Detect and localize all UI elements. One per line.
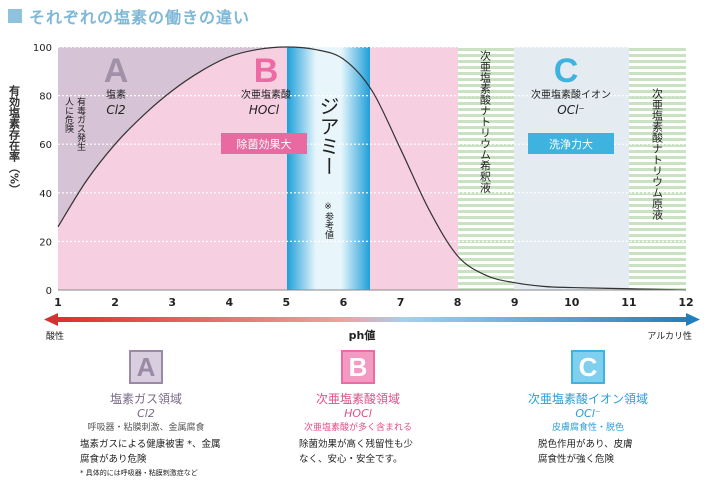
region-b-name: 次亜塩素酸 <box>241 88 291 101</box>
jiami-label: ジアミー <box>316 96 340 176</box>
x-tick-label-5: 5 <box>283 296 291 309</box>
legend-b-block: 次亜塩素酸領域 HOCl 次亜塩素酸が多く含まれる <box>258 390 458 433</box>
legend-b-body-line1: 除菌効果が高く残留性も少 <box>299 439 414 450</box>
gridlines <box>58 46 686 242</box>
region-c-name: 次亜塩素酸イオン <box>531 88 611 101</box>
y-axis-label: 有効塩素存在率（%） <box>8 84 22 195</box>
y-tick-label-100: 100 <box>33 43 52 54</box>
x-tick-label-3: 3 <box>168 296 176 309</box>
x-tick-label-11: 11 <box>621 296 636 309</box>
ph-arrow-right-head <box>686 313 700 326</box>
b-tag-box <box>221 133 307 154</box>
c-tag-box <box>528 133 614 154</box>
b-tag-text: 除菌効果大 <box>237 137 292 151</box>
legend-a-badge: A <box>129 350 163 384</box>
y-tick-label-60: 60 <box>39 140 52 151</box>
legend-c-body: 脱色作用があり、皮膚 腐食性が強く危険 <box>538 437 633 467</box>
legend-c-desc: 皮膚腐食性・脱色 <box>551 423 624 433</box>
legend-c-name: 次亜塩素酸イオン領域 <box>527 392 648 406</box>
y-tick-label-0: 0 <box>46 286 52 297</box>
region-a-name: 塩素 <box>106 88 126 101</box>
y-tick-label-40: 40 <box>39 189 52 200</box>
legend-c-block: 次亜塩素酸イオン領域 OCl⁻ 皮膚腐食性・脱色 <box>488 390 688 433</box>
stock-zone-stripes <box>629 47 686 290</box>
ph-arrow-bar <box>56 317 688 322</box>
alkaline-label: アルカリ性 <box>647 330 692 342</box>
legend-c-badge: C <box>571 350 605 384</box>
region-a-formula: Cl2 <box>106 103 125 117</box>
x-tick-label-9: 9 <box>511 296 519 309</box>
legend-b-letter: B <box>348 351 368 382</box>
legend-b-badge: B <box>341 350 375 384</box>
region-b-formula: HOCl <box>249 103 280 117</box>
legend-a-desc: 呼吸器・粘膜刺激、金属腐食 <box>87 423 205 433</box>
x-tick-label-8: 8 <box>454 296 462 309</box>
x-tick-label-2: 2 <box>111 296 119 309</box>
y-tick-label-20: 20 <box>39 237 52 248</box>
legend-a-body-line2: 腐食があり危険 <box>80 454 147 465</box>
x-tick-label-6: 6 <box>340 296 348 309</box>
c-tag-text: 洗浄力大 <box>549 137 593 151</box>
x-tick-label-12: 12 <box>678 296 693 309</box>
dilute-zone-stripes <box>458 47 514 290</box>
legend-b-formula: HOCl <box>344 407 372 420</box>
region-a-warning-2: 人に危険 <box>63 97 74 134</box>
series-line <box>57 46 687 291</box>
jiami-zone-band <box>287 47 370 290</box>
x-tick-label-10: 10 <box>564 296 580 309</box>
legend-a-body-line1: 塩素ガスによる健康被害 *、金属 <box>80 439 221 450</box>
legend-b-desc: 次亜塩素酸が多く含まれる <box>303 423 412 433</box>
region-b-letter: B <box>254 52 279 90</box>
region-c-letter: C <box>554 52 579 90</box>
legend-a-body: 塩素ガスによる健康被害 *、金属 腐食があり危険 <box>80 437 221 467</box>
y-tick-labels: 0 20 40 60 80 100 <box>33 43 52 297</box>
x-axis-label: ph値 <box>349 328 376 342</box>
stock-zone-label: 次亜塩素酸ナトリウム原液 <box>651 87 664 221</box>
ph-arrow-left-head <box>44 313 58 326</box>
legend-a-letter: A <box>136 351 156 382</box>
dilute-zone-label: 次亜塩素酸ナトリウム希釈液 <box>479 49 492 194</box>
region-a-warning-1: 有毒ガス発生 <box>75 96 86 151</box>
x-tick-label-7: 7 <box>397 296 405 309</box>
legend-b-body-line2: なく、安心・安全です。 <box>299 454 403 465</box>
x-tick-label-1: 1 <box>54 296 62 309</box>
page-title-bar: それぞれの塩素の働きの違い <box>8 4 250 28</box>
legend-c-body-line2: 腐食性が強く危険 <box>538 454 615 465</box>
legend-b-name: 次亜塩素酸領域 <box>315 392 400 406</box>
acidic-label: 酸性 <box>46 330 64 342</box>
legend-a-name: 塩素ガス領域 <box>109 392 182 406</box>
page-title: それぞれの塩素の働きの違い <box>29 8 251 27</box>
region-a-letter: A <box>104 52 129 90</box>
legend-a-formula: Cl2 <box>137 407 155 420</box>
y-tick-label-80: 80 <box>39 92 52 103</box>
legend-a-block: 塩素ガス領域 Cl2 呼吸器・粘膜刺激、金属腐食 <box>46 390 246 433</box>
x-tick-labels: 1 2 3 4 5 6 7 8 9 10 11 12 <box>54 296 693 309</box>
x-tick-label-4: 4 <box>225 296 233 309</box>
legend-c-body-line1: 脱色作用があり、皮膚 <box>538 439 633 450</box>
legend-c-formula: OCl⁻ <box>575 407 601 420</box>
title-square-icon <box>8 9 22 23</box>
region-c-formula: OCl⁻ <box>557 103 585 117</box>
legend-c-letter: C <box>578 351 598 382</box>
legend-a-footnote: * 具体的には呼吸器・粘膜刺激症など <box>80 469 198 477</box>
legend-b-body: 除菌効果が高く残留性も少 なく、安心・安全です。 <box>299 437 413 467</box>
jiami-note: ※参考値 <box>323 202 334 240</box>
